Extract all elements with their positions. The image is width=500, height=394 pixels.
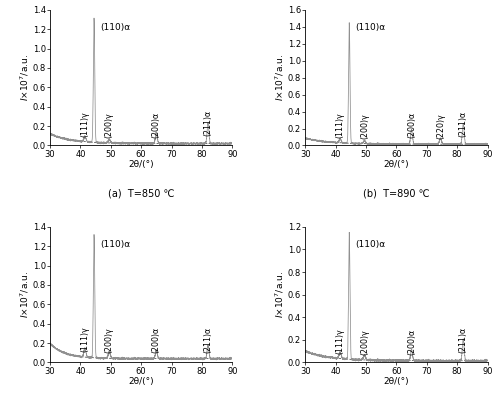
Text: (110)α: (110)α	[100, 23, 130, 32]
Text: (220)γ: (220)γ	[436, 113, 445, 139]
Text: (211)α: (211)α	[204, 110, 212, 136]
Text: (a)  T=850 ℃: (a) T=850 ℃	[108, 189, 174, 199]
Text: (111)γ: (111)γ	[80, 326, 90, 352]
Text: (111)γ: (111)γ	[80, 111, 90, 137]
Text: (110)α: (110)α	[356, 240, 386, 249]
Y-axis label: $I$$\times10^7$/a.u.: $I$$\times10^7$/a.u.	[274, 271, 286, 318]
Text: (110)α: (110)α	[100, 240, 130, 249]
Text: (200)α: (200)α	[407, 112, 416, 138]
Text: (200)α: (200)α	[407, 329, 416, 355]
Text: (200)γ: (200)γ	[360, 113, 369, 139]
Text: (111)γ: (111)γ	[336, 112, 344, 138]
Text: (200)γ: (200)γ	[104, 113, 114, 138]
X-axis label: 2θ/(°): 2θ/(°)	[384, 377, 409, 386]
Text: (110)α: (110)α	[356, 23, 386, 32]
Text: (200)α: (200)α	[152, 327, 161, 353]
X-axis label: 2θ/(°): 2θ/(°)	[128, 377, 154, 386]
Text: (211)α: (211)α	[458, 111, 468, 137]
Text: (200)γ: (200)γ	[360, 329, 369, 355]
Text: (211)α: (211)α	[204, 327, 212, 353]
Y-axis label: $I$$\times10^7$/a.u.: $I$$\times10^7$/a.u.	[19, 54, 31, 101]
Y-axis label: $I$$\times10^7$/a.u.: $I$$\times10^7$/a.u.	[19, 271, 31, 318]
Text: (211)α: (211)α	[458, 327, 468, 353]
X-axis label: 2θ/(°): 2θ/(°)	[128, 160, 154, 169]
Y-axis label: $I$$\times10^7$/a.u.: $I$$\times10^7$/a.u.	[274, 54, 286, 101]
Text: (200)γ: (200)γ	[104, 327, 114, 353]
Text: (111)γ: (111)γ	[336, 328, 344, 353]
X-axis label: 2θ/(°): 2θ/(°)	[384, 160, 409, 169]
Text: (200)α: (200)α	[152, 112, 161, 138]
Text: (b)  T=890 ℃: (b) T=890 ℃	[363, 189, 430, 199]
